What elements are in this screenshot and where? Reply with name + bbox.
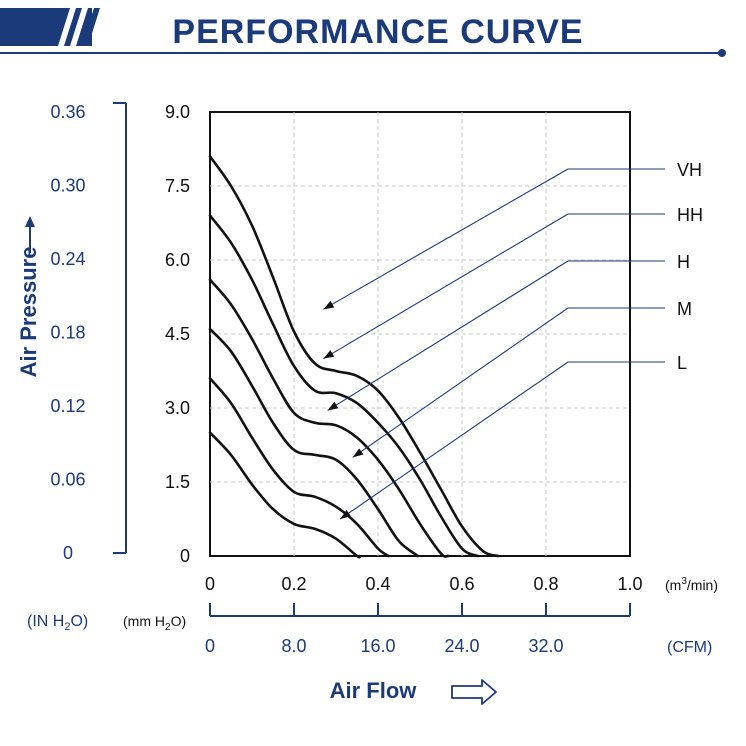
curve-m [208,327,420,558]
unit-cfm-label: (CFM) [667,639,712,656]
series-label-vh: VH [677,160,702,180]
y-tick-label: 9.0 [165,102,190,122]
pointer-line [352,307,569,458]
pointer-arrowhead [340,510,351,519]
series-label-m: M [677,299,692,319]
cfm-ticks: 0 8.0 16.0 24.0 32.0 [205,603,631,656]
chart-title: PERFORMANCE CURVE [172,13,583,51]
header-stripes [0,8,100,46]
header-rule [0,49,726,57]
series-label-hh: HH [677,205,703,225]
cfm-tick-label: 0 [205,636,215,656]
y-tick-label: 4.5 [165,324,190,344]
inh2o-tick-label: 0.24 [50,249,85,269]
inh2o-tick-label: 0.12 [50,396,85,416]
cfm-tick-label: 32.0 [528,636,563,656]
pointer-arrowhead [323,300,335,310]
x-tick-label: 1.0 [617,574,642,594]
y-tick-label: 0 [180,546,190,566]
pointer-arrowhead [327,401,339,411]
y-tick-label: 1.5 [165,472,190,492]
air-flow-label: Air Flow [330,678,418,703]
series-label-h: H [677,252,690,272]
inh2o-tick-label: 0.06 [50,470,85,490]
y-tick-label: 6.0 [165,250,190,270]
cfm-tick-label: 24.0 [444,636,479,656]
pointer-line [339,361,569,520]
inh2o-tick-label: 0.18 [50,323,85,343]
cfm-tick-label: 8.0 [281,636,306,656]
series-pointers [323,168,665,520]
inh2o-tick-label: 0.36 [50,102,85,122]
x-tick-label: 0.8 [533,574,558,594]
pointer-line [327,260,569,411]
curve-lowest [208,431,361,559]
pointer-arrowhead [352,448,364,458]
pointer-arrowhead [323,350,335,359]
x-tick-label: 0.2 [281,574,306,594]
inh2o-tick-label: 0.30 [50,176,85,196]
air-pressure-title: Air Pressure [16,247,41,378]
arrow-up-icon [25,216,35,253]
arrow-right-icon [451,679,497,705]
unit-inh2o-label: (IN H2O) [27,613,88,633]
curve-l [208,377,390,558]
curve-hh [208,214,480,558]
unit-mmh2o-label: (mm H2O) [123,613,186,633]
pressure-bracket [113,102,127,554]
y-tick-label: 3.0 [165,398,190,418]
x-tick-label: 0.4 [365,574,390,594]
curve-vh [208,155,500,558]
m3min-ticks: 0 0.2 0.4 0.6 0.8 1.0 [205,574,643,594]
inh2o-tick-label: 0 [63,543,73,563]
x-tick-label: 0 [205,574,215,594]
curve-h [208,278,450,558]
mmh2o-ticks: 0 1.5 3.0 4.5 6.0 7.5 9.0 [165,102,190,566]
fan-curves [208,155,500,559]
air-pressure-label: Air Pressure [16,247,41,378]
inh2o-ticks: 0 0.06 0.12 0.18 0.24 0.30 0.36 [50,102,85,563]
x-tick-label: 0.6 [449,574,474,594]
series-label-l: L [677,353,687,373]
y-tick-label: 7.5 [165,176,190,196]
unit-m3min-label: (m3/min) [665,576,718,593]
pointer-line [323,168,569,310]
pointer-line [323,213,569,360]
grid-lines [210,112,630,556]
cfm-tick-label: 16.0 [360,636,395,656]
